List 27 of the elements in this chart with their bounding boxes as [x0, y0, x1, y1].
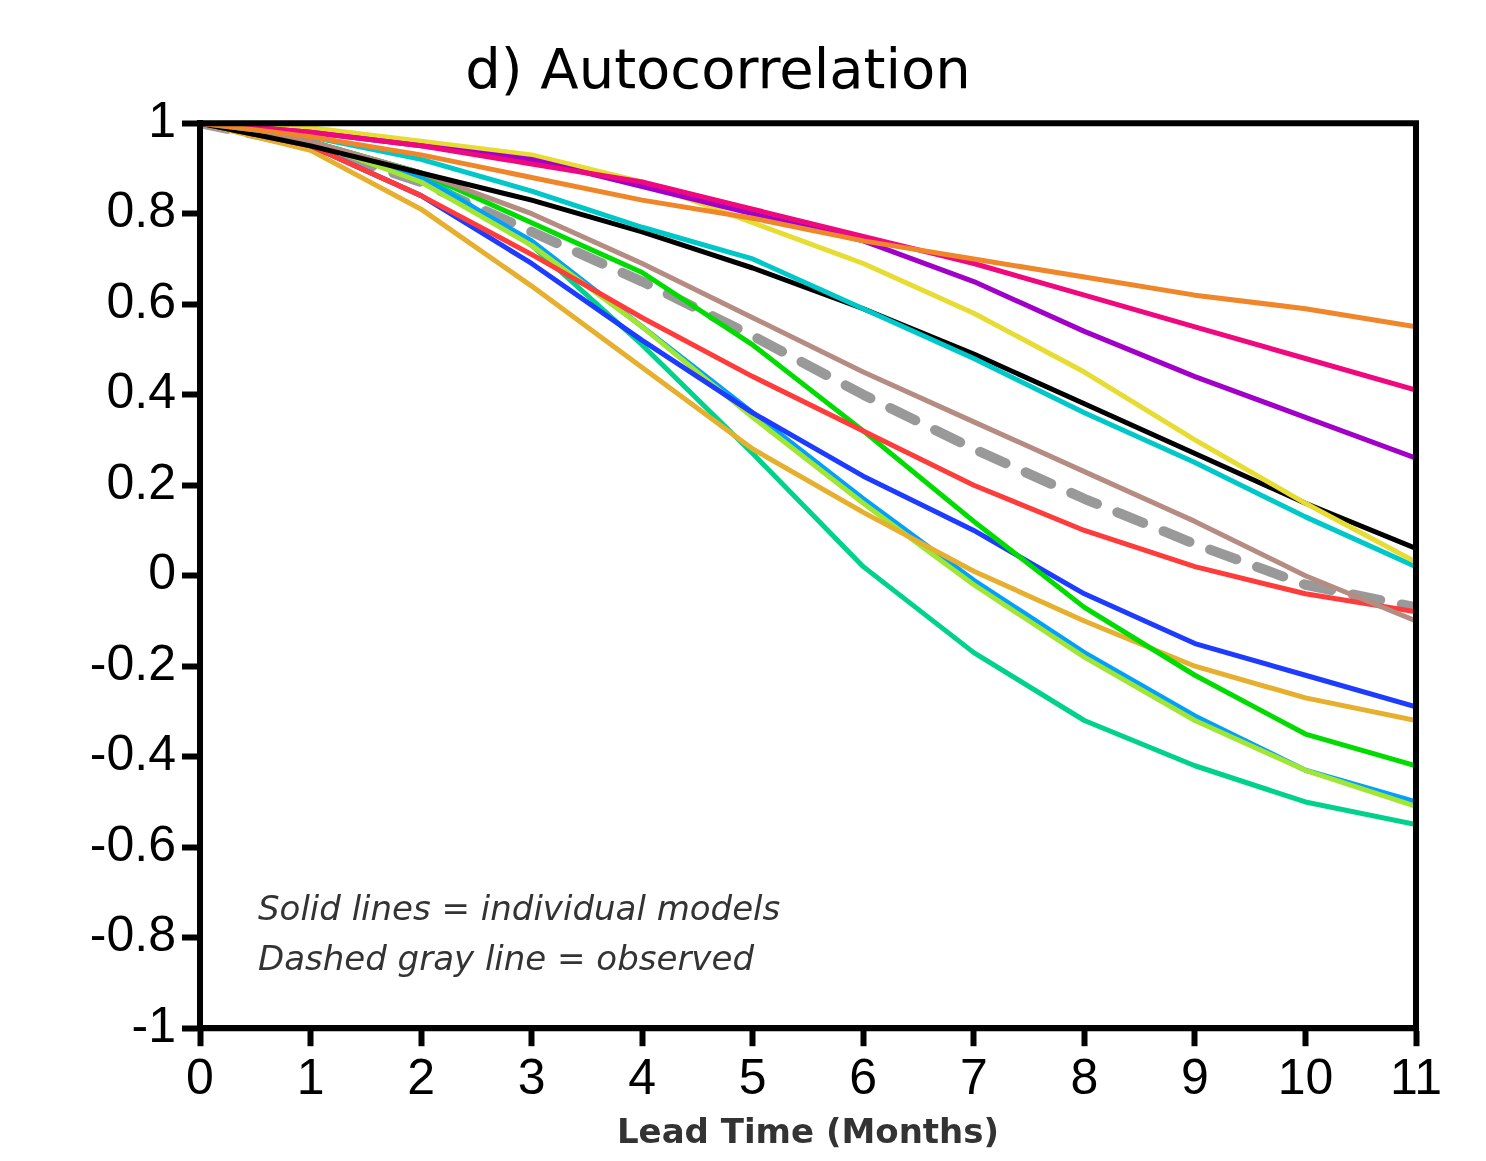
x-tick-label: 3 [517, 1048, 546, 1105]
chart-title: d) Autocorrelation [465, 36, 971, 102]
x-tick-label: 6 [849, 1048, 878, 1105]
y-tick-label: -0.8 [89, 906, 176, 963]
x-tick-label: 9 [1181, 1048, 1209, 1105]
annotation: Solid lines = individual models [258, 888, 781, 929]
y-tick-label: 0 [148, 544, 176, 601]
y-tick-label: -0.2 [89, 634, 176, 691]
annotation: Dashed gray line = observed [258, 938, 755, 979]
y-tick-label: -0.6 [89, 815, 176, 872]
y-tick-label: 0.4 [106, 363, 176, 420]
x-tick-label: 1 [296, 1048, 325, 1105]
x-tick-label: 10 [1277, 1048, 1334, 1105]
y-tick-label: 0.2 [106, 453, 176, 510]
x-axis-title: Lead Time (Months) [616, 1111, 1000, 1152]
x-tick-label: 0 [186, 1048, 214, 1105]
x-tick-label: 11 [1390, 1048, 1442, 1105]
y-tick-label: -0.4 [89, 725, 176, 782]
x-tick-label: 5 [738, 1048, 767, 1105]
y-tick-label: 0.6 [106, 272, 176, 329]
x-tick-label: 4 [628, 1048, 657, 1105]
x-tick-label: 2 [407, 1048, 435, 1105]
y-tick-label: 1 [148, 91, 176, 148]
y-tick-label: 0.8 [106, 182, 176, 239]
y-tick-label: -1 [131, 996, 176, 1053]
x-tick-label: 8 [1070, 1048, 1099, 1105]
x-tick-label: 7 [959, 1048, 988, 1105]
